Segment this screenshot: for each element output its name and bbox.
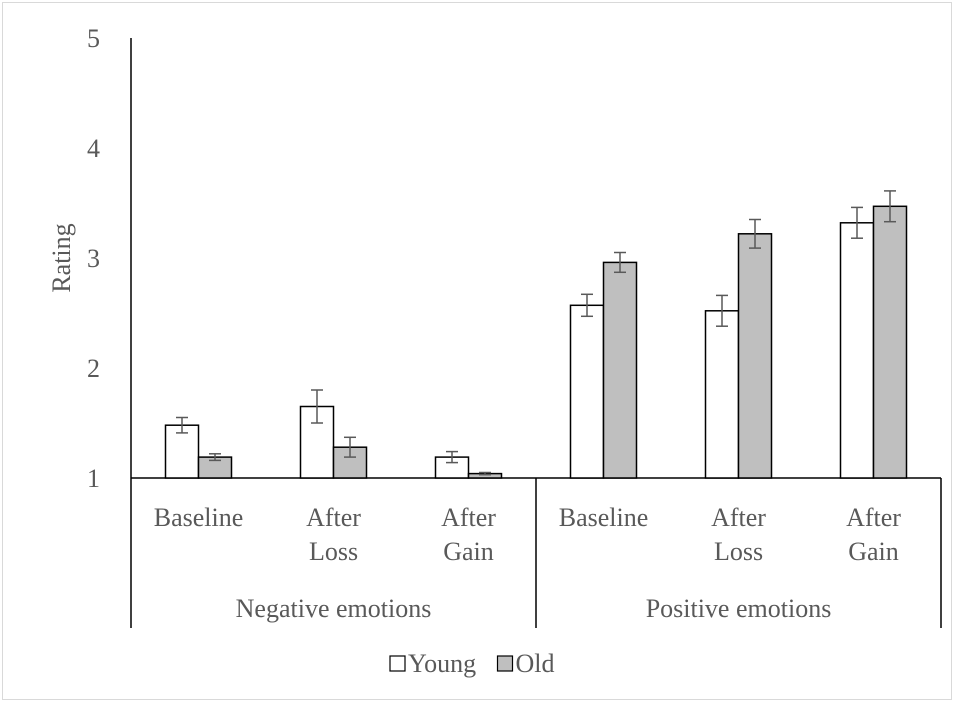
y-tick-label: 2 bbox=[87, 354, 100, 383]
bar-old bbox=[737, 233, 773, 479]
group-label: Negative emotions bbox=[236, 594, 432, 623]
y-tick-label: 1 bbox=[87, 464, 100, 493]
legend: Young Old bbox=[389, 649, 555, 678]
bar-old bbox=[872, 205, 908, 479]
category-label: After bbox=[306, 503, 361, 532]
category-label: After bbox=[846, 503, 901, 532]
y-tick-label: 4 bbox=[87, 134, 100, 163]
legend-label: Young bbox=[408, 649, 476, 678]
category-label: After bbox=[441, 503, 496, 532]
bar-young bbox=[704, 310, 740, 479]
category-label: Gain bbox=[848, 537, 899, 566]
bar-young bbox=[164, 424, 200, 479]
category-label: After bbox=[711, 503, 766, 532]
bar-young bbox=[839, 222, 875, 479]
y-tick-label: 5 bbox=[87, 24, 100, 53]
legend-swatch-old bbox=[496, 655, 514, 672]
legend-swatch-young bbox=[389, 655, 406, 672]
axes bbox=[130, 38, 942, 628]
y-tick-label: 3 bbox=[87, 244, 100, 273]
category-label: Baseline bbox=[154, 503, 244, 532]
legend-label: Old bbox=[516, 649, 555, 678]
bar-old bbox=[602, 261, 638, 479]
axis-labels: 1 2 3 4 5 Negative emotions Baseline After Loss A… bbox=[87, 24, 901, 623]
category-label: Loss bbox=[714, 537, 763, 566]
bars bbox=[164, 205, 908, 479]
category-label: Gain bbox=[443, 537, 494, 566]
bar-young bbox=[569, 304, 605, 479]
error-bars bbox=[176, 190, 896, 476]
group-label: Positive emotions bbox=[646, 594, 832, 623]
y-axis-title: Rating bbox=[47, 223, 76, 292]
category-label: Baseline bbox=[559, 503, 649, 532]
category-label: Loss bbox=[309, 537, 358, 566]
